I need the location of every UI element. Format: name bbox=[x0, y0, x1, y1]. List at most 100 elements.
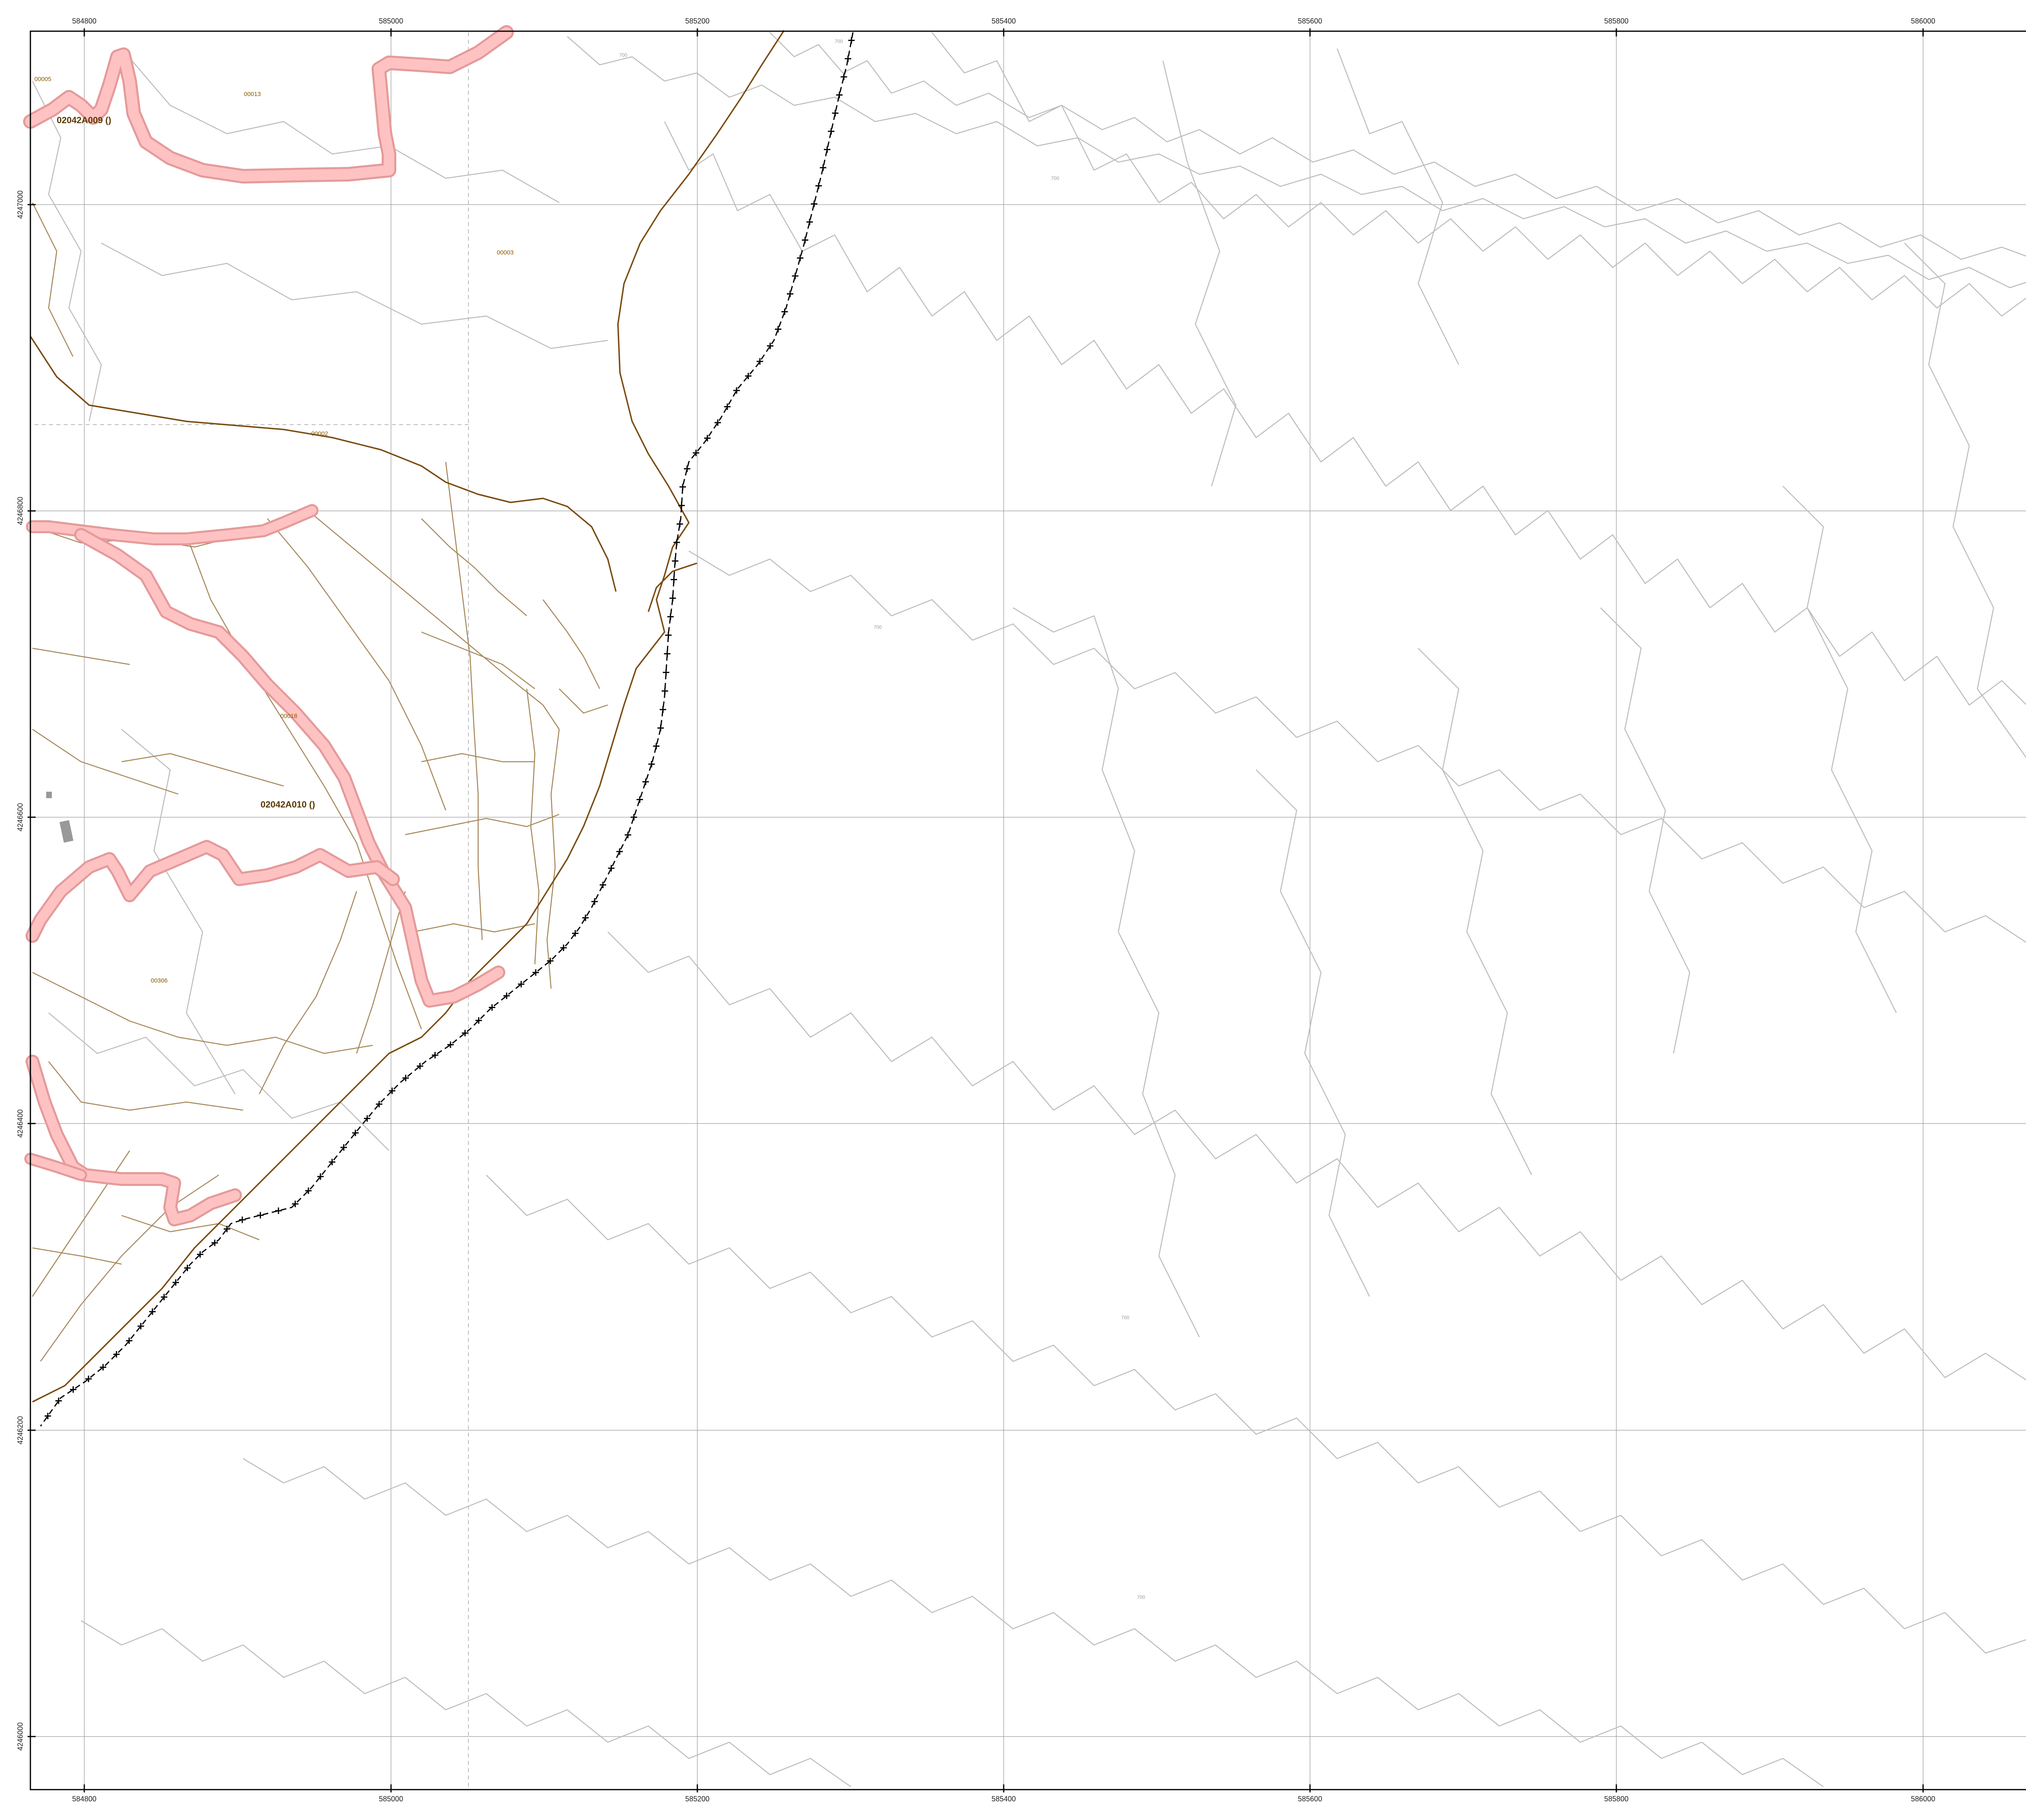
parcel-label: 00005 bbox=[34, 76, 51, 83]
track-cross bbox=[724, 403, 731, 410]
parcel-line bbox=[559, 688, 608, 714]
sheet-dashes bbox=[34, 32, 469, 1790]
parcel-label: 00018 bbox=[280, 713, 297, 720]
track-cross bbox=[55, 1397, 62, 1404]
x-tick-label-top: 584800 bbox=[72, 17, 96, 25]
track-cross bbox=[340, 1144, 347, 1151]
frame-ticks bbox=[28, 28, 1924, 1792]
track-cross bbox=[653, 743, 660, 750]
parcel-boundaries bbox=[32, 202, 608, 1362]
contour-line bbox=[664, 121, 2026, 706]
track-cross bbox=[733, 387, 740, 394]
parcel-line bbox=[121, 1215, 260, 1241]
track-cross bbox=[832, 110, 839, 117]
track-cross bbox=[657, 724, 664, 731]
track-cross bbox=[113, 1351, 120, 1358]
parcel-line bbox=[186, 534, 422, 1030]
track-cross bbox=[792, 273, 799, 280]
y-tick-label-left: 4247000 bbox=[16, 190, 24, 219]
contour-label: 700 bbox=[1137, 1594, 1145, 1600]
track-cross bbox=[820, 164, 827, 171]
contour-line bbox=[121, 48, 560, 203]
track-cross bbox=[630, 814, 637, 820]
track-cross bbox=[775, 326, 782, 333]
parcel-line bbox=[32, 1247, 122, 1265]
track-cross bbox=[608, 865, 615, 872]
track-cross bbox=[767, 342, 774, 349]
track-cross bbox=[329, 1158, 336, 1165]
contour-line bbox=[1256, 769, 1370, 1297]
track-cross bbox=[801, 237, 808, 244]
track-cross bbox=[305, 1187, 312, 1194]
map-frame bbox=[30, 30, 2026, 1790]
track-cross bbox=[489, 1004, 496, 1011]
contour-label: 700 bbox=[1051, 175, 1059, 181]
track-cross bbox=[364, 1115, 371, 1122]
y-tick-label-left: 4246600 bbox=[16, 803, 24, 831]
track-cross bbox=[137, 1323, 144, 1330]
road-segment-lower-left bbox=[26, 1155, 85, 1179]
track-cross bbox=[815, 182, 822, 189]
track-cross bbox=[642, 778, 649, 785]
track-cross bbox=[560, 944, 567, 951]
track-cross bbox=[462, 1030, 468, 1036]
track-cross bbox=[672, 558, 679, 564]
track-cross bbox=[828, 128, 835, 135]
parcel-line bbox=[32, 647, 130, 665]
parcel-line bbox=[421, 753, 535, 763]
track-cross bbox=[402, 1074, 409, 1081]
road-segment-upper bbox=[25, 27, 512, 182]
contour-line bbox=[567, 36, 2026, 288]
roads bbox=[23, 25, 514, 1226]
x-tick-label-top: 585400 bbox=[992, 17, 1016, 25]
track-cross bbox=[376, 1101, 383, 1108]
parcel-line bbox=[405, 814, 560, 835]
parcel-line bbox=[356, 891, 406, 1054]
road-segment-middle bbox=[28, 506, 316, 543]
track-cross bbox=[160, 1294, 167, 1301]
y-tick-label-left: 4246000 bbox=[16, 1722, 24, 1751]
x-tick-label-bottom: 585800 bbox=[1604, 1795, 1628, 1803]
contour-line bbox=[1336, 48, 1460, 365]
buildings bbox=[46, 792, 74, 843]
contour-lines bbox=[32, 32, 2026, 1788]
contour-line bbox=[243, 1458, 1824, 1788]
contour-line bbox=[1418, 648, 1532, 1175]
track-cross bbox=[275, 1207, 282, 1214]
polygon-label: 02042A009 () bbox=[57, 115, 111, 125]
contour-line bbox=[32, 81, 102, 422]
contour-line bbox=[932, 32, 2026, 317]
track-cross bbox=[679, 483, 686, 490]
track-cross bbox=[582, 914, 589, 921]
parcel-line bbox=[413, 923, 535, 933]
contour-line bbox=[101, 242, 608, 349]
track-cross bbox=[663, 669, 669, 676]
boundary-line bbox=[648, 562, 697, 612]
track-cross bbox=[44, 1412, 51, 1419]
track-cross bbox=[811, 201, 818, 207]
property-boundary bbox=[30, 30, 785, 1403]
parcel-line bbox=[546, 729, 560, 989]
track-cross bbox=[667, 613, 674, 620]
track-cross bbox=[432, 1052, 438, 1059]
parcel-line bbox=[121, 753, 284, 787]
track-cross bbox=[257, 1212, 264, 1219]
track-cross bbox=[786, 291, 793, 297]
track-cross bbox=[636, 796, 643, 803]
track-cross bbox=[149, 1308, 156, 1315]
track-cross bbox=[684, 466, 690, 472]
x-tick-label-top: 585200 bbox=[685, 17, 710, 25]
track-cross bbox=[211, 1239, 218, 1246]
track-cross bbox=[704, 435, 711, 442]
track-cross bbox=[292, 1201, 299, 1207]
parcel-line bbox=[421, 631, 535, 689]
parcel-line bbox=[308, 510, 560, 730]
polygon-label: 02042A010 () bbox=[261, 799, 315, 810]
track-cross bbox=[661, 688, 668, 694]
track-cross bbox=[660, 706, 667, 713]
contour-line bbox=[1904, 243, 2026, 758]
track-cross bbox=[518, 981, 525, 988]
x-tick-label-bottom: 584800 bbox=[72, 1795, 96, 1803]
contour-line bbox=[486, 1175, 2026, 1654]
track-cross bbox=[664, 650, 671, 657]
